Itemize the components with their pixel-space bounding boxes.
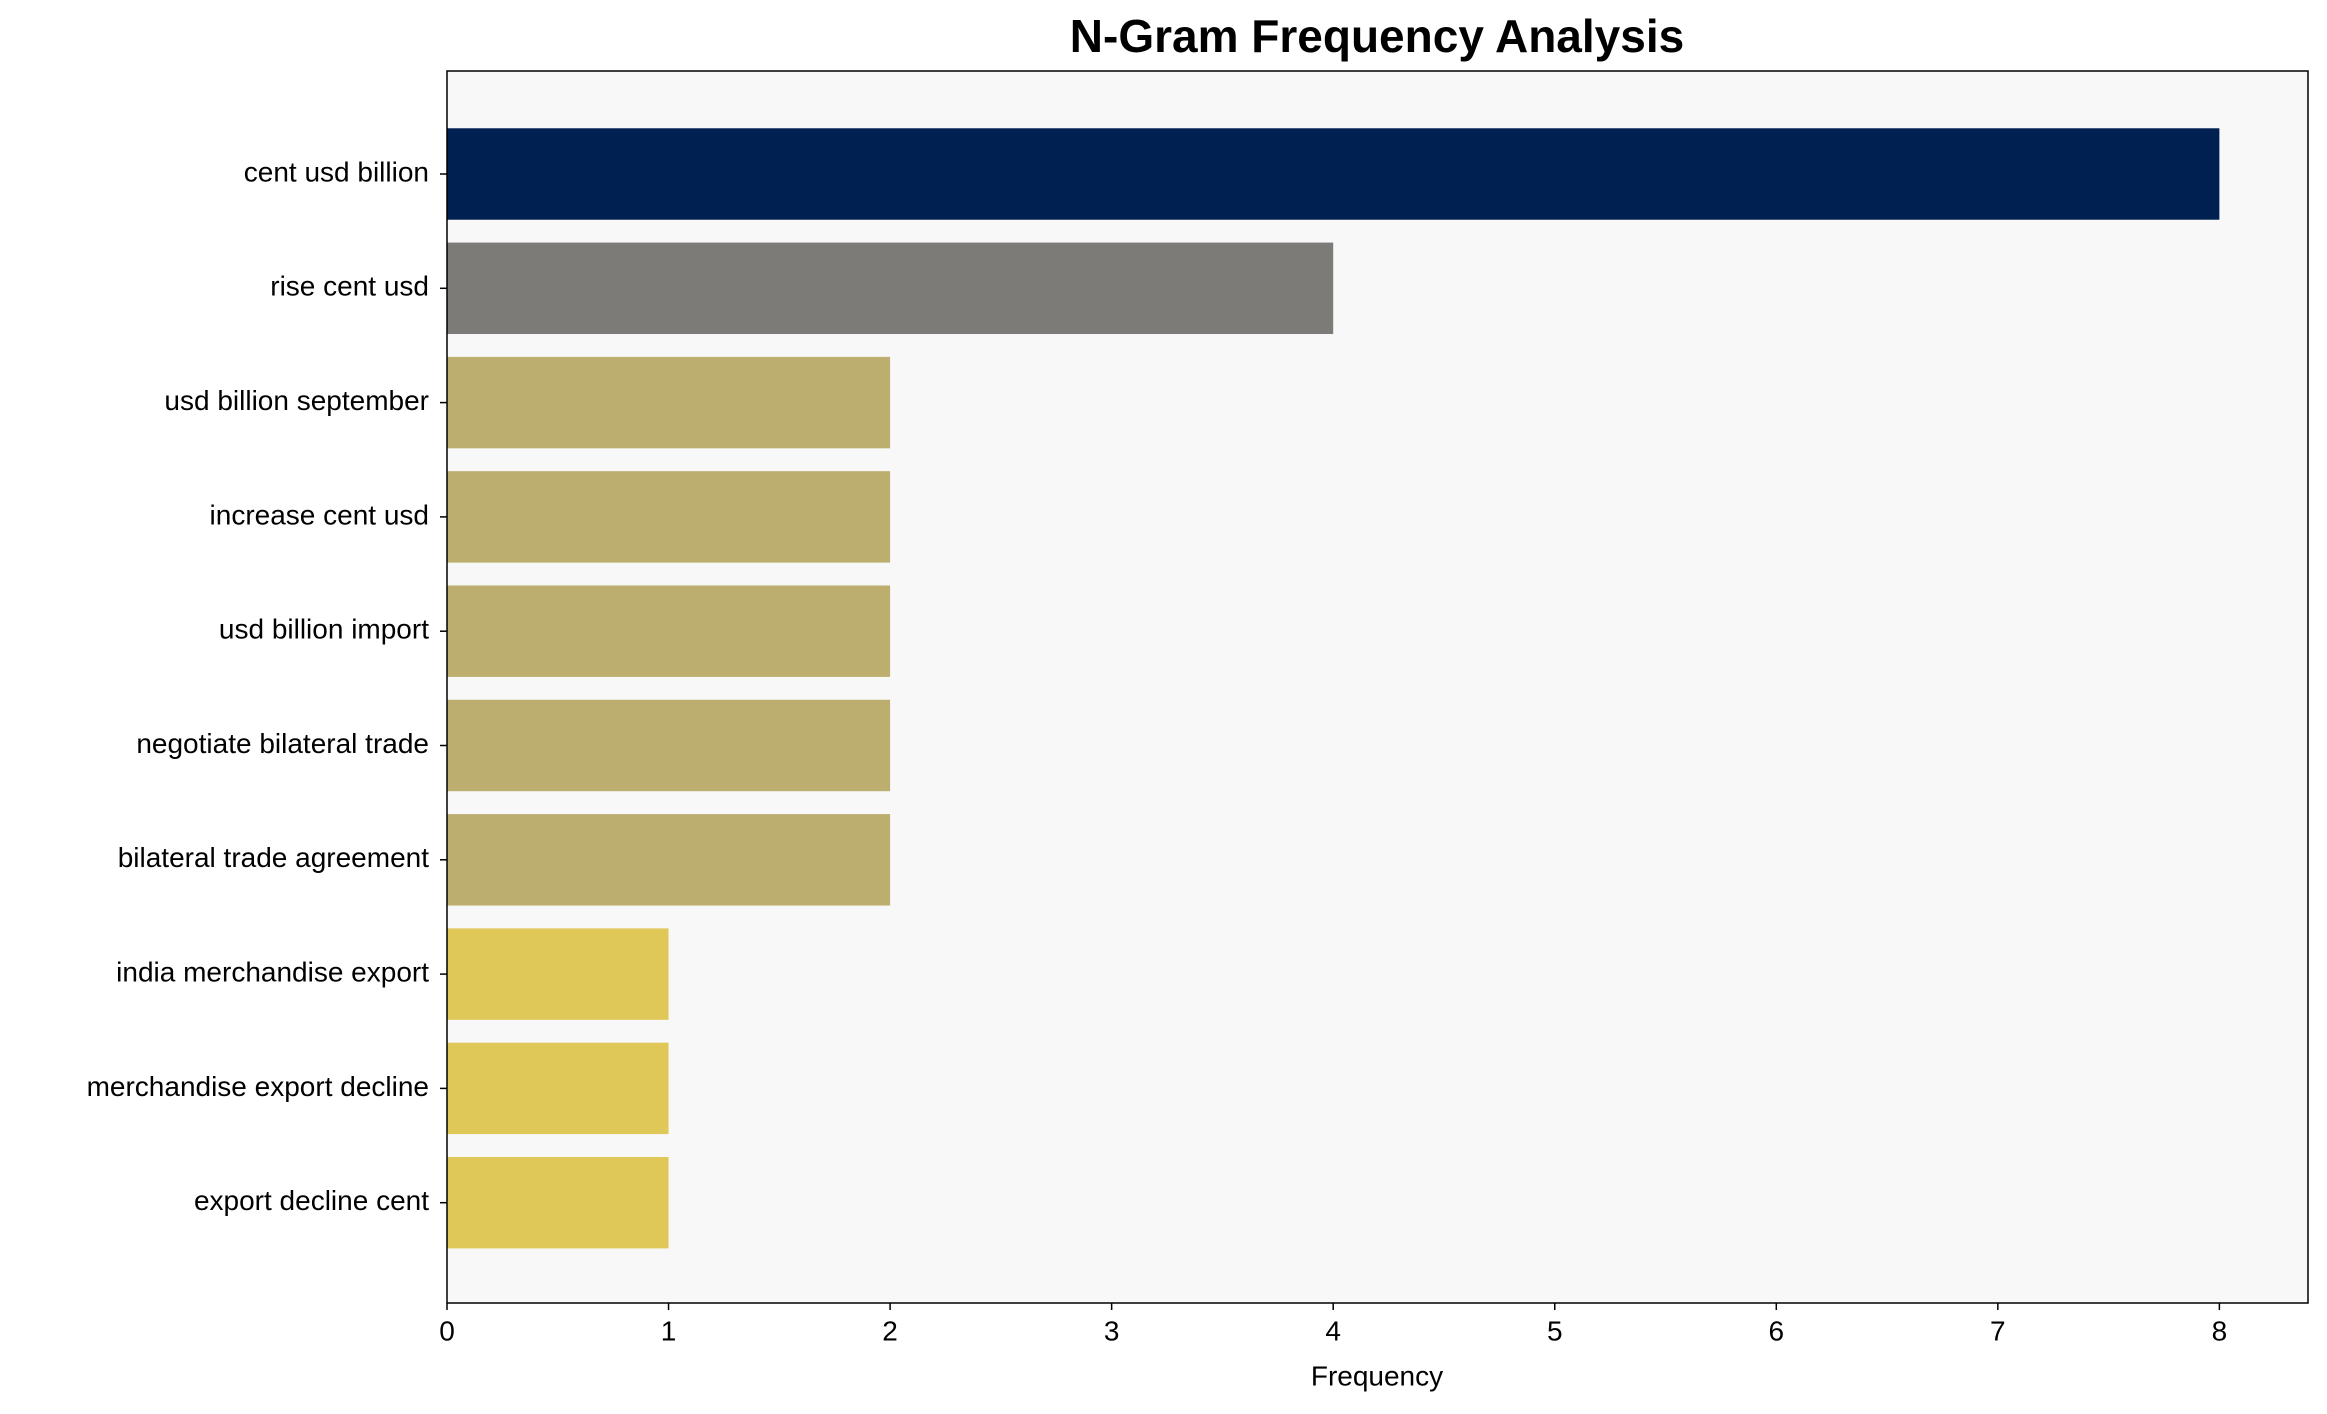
bar	[447, 699, 891, 792]
chart-title: N-Gram Frequency Analysis	[1070, 10, 1684, 62]
y-tick-label: rise cent usd	[270, 271, 429, 302]
x-tick-label: 0	[439, 1315, 455, 1346]
y-tick-label: cent usd billion	[244, 156, 429, 187]
bar	[447, 814, 891, 906]
y-tick-label: india merchandise export	[116, 956, 429, 987]
y-tick-label: usd billion import	[219, 614, 429, 645]
x-tick-label: 8	[2212, 1315, 2228, 1346]
x-tick-label: 1	[661, 1315, 677, 1346]
x-axis-label: Frequency	[1311, 1360, 1443, 1391]
y-tick-label: negotiate bilateral trade	[136, 728, 429, 759]
bar	[447, 1156, 669, 1249]
bar	[447, 1042, 669, 1135]
y-tick-label: merchandise export decline	[87, 1071, 429, 1102]
x-tick-label: 4	[1325, 1315, 1341, 1346]
bar	[447, 128, 2220, 220]
x-tick-label: 2	[882, 1315, 898, 1346]
bar	[447, 356, 891, 449]
y-tick-label: export decline cent	[194, 1185, 429, 1216]
x-tick-label: 6	[1768, 1315, 1784, 1346]
bar	[447, 471, 891, 563]
x-tick-label: 3	[1104, 1315, 1120, 1346]
y-tick-label: usd billion september	[164, 385, 429, 416]
bar	[447, 928, 669, 1020]
plot-frame	[446, 70, 2309, 1304]
bar	[447, 585, 891, 677]
x-tick-label: 7	[1990, 1315, 2006, 1346]
x-tick-label: 5	[1547, 1315, 1563, 1346]
bar	[447, 242, 1334, 335]
y-tick-label: increase cent usd	[210, 499, 429, 530]
y-tick-label: bilateral trade agreement	[118, 842, 430, 873]
